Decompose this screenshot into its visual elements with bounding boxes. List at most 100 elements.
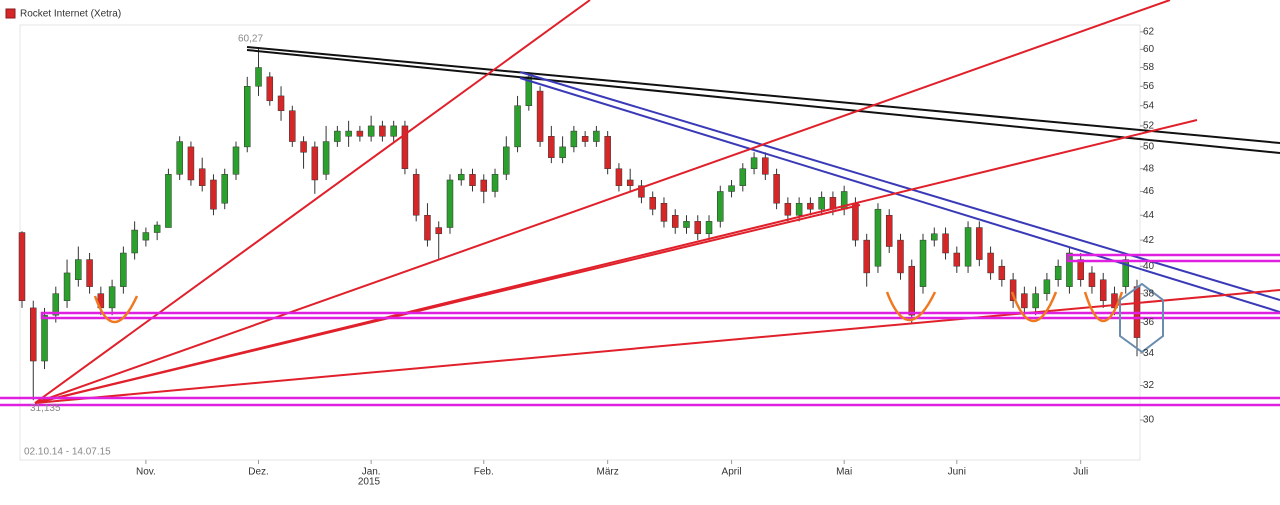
candle-body [424, 214, 431, 241]
candle-body [671, 214, 679, 228]
x-tick-label: Juni [948, 467, 966, 478]
level-box [40, 311, 1280, 320]
y-tick-label: 46 [1143, 186, 1155, 197]
candle-body [469, 174, 476, 186]
candle-body [953, 252, 961, 267]
candle-body [548, 136, 555, 158]
candle-body [75, 259, 82, 280]
candle-body [998, 265, 1006, 280]
candle-body [1021, 293, 1028, 309]
candle-body [626, 179, 634, 186]
candle-body [503, 146, 510, 175]
candle-body [897, 239, 904, 274]
y-tick-label: 48 [1143, 163, 1155, 174]
candle-body [593, 130, 600, 142]
candle-body [41, 314, 48, 362]
trendline [34, 0, 591, 404]
candle-body [581, 136, 589, 142]
pattern-arc [885, 291, 937, 322]
pattern-arc [1083, 291, 1124, 323]
annotation: 60,27 [238, 34, 263, 45]
candle-body [615, 168, 623, 186]
candle-body [536, 90, 544, 142]
pattern-arc [93, 295, 139, 324]
candle-body [739, 168, 747, 186]
y-tick-label: 52 [1143, 121, 1155, 132]
trendline [34, 289, 1280, 404]
candle-body [289, 110, 296, 142]
candle-body [807, 202, 814, 210]
candle-body [784, 202, 792, 216]
candle-body [52, 293, 60, 316]
x-tick-label: Mai [836, 467, 852, 478]
candle-body [63, 272, 71, 301]
candle-body [30, 307, 37, 362]
y-tick-label: 58 [1143, 62, 1155, 73]
candle-body [818, 197, 825, 210]
candle-body [334, 130, 341, 142]
candle-body [604, 136, 611, 169]
candle-body [120, 252, 127, 287]
candle-body [660, 202, 668, 222]
y-tick-label: 40 [1143, 261, 1155, 272]
candle-body [322, 141, 330, 175]
candle-body [863, 239, 870, 274]
y-tick-label: 60 [1143, 44, 1155, 55]
candle-body [108, 286, 116, 309]
y-tick-label: 56 [1143, 81, 1155, 92]
annotation: 31,135 [30, 403, 61, 414]
candle-body [976, 227, 983, 260]
candle-body [210, 179, 217, 210]
y-tick-label: 54 [1143, 100, 1155, 111]
trendline [34, 204, 861, 404]
trendline [34, 0, 1171, 404]
candle-body [244, 86, 251, 148]
candle-body [165, 174, 172, 228]
candle-body [908, 265, 915, 316]
candle-body [762, 157, 769, 175]
trendline [246, 49, 1280, 154]
candle-body [683, 221, 690, 228]
candle-body [750, 157, 758, 169]
year-label: 2015 [358, 477, 381, 488]
candle-body [1032, 293, 1039, 309]
candle-body [795, 202, 803, 216]
candle-body [187, 146, 195, 181]
candle-body [1009, 279, 1017, 301]
y-tick-label: 32 [1143, 380, 1155, 391]
candle-body [345, 130, 352, 137]
candle-body [638, 185, 645, 198]
candle-body [356, 130, 364, 137]
candle-body [131, 229, 138, 254]
candle-body [379, 125, 386, 137]
y-tick-label: 50 [1143, 142, 1155, 153]
x-tick-label: Juli [1073, 467, 1088, 478]
candle-body [86, 259, 93, 287]
candle-body [919, 239, 927, 287]
y-tick-label: 38 [1143, 288, 1155, 299]
candle-body [1088, 272, 1096, 287]
candle-body [221, 174, 228, 204]
x-tick-label: Dez. [248, 467, 269, 478]
candle-body [1054, 265, 1062, 280]
legend-swatch [5, 8, 16, 19]
candle-body [942, 233, 949, 254]
candle-body [514, 105, 521, 148]
x-tick-label: Nov. [136, 467, 156, 478]
candle-body [525, 76, 533, 106]
trendline [246, 46, 1280, 144]
y-tick-label: 62 [1143, 26, 1155, 37]
candle-body [649, 197, 656, 210]
candle-body [559, 146, 566, 158]
candle-body [311, 146, 319, 181]
candle-body [446, 179, 454, 228]
x-tick-label: Feb. [474, 467, 494, 478]
candle-body [390, 125, 397, 137]
candle-body [153, 224, 161, 233]
candle-body [176, 141, 183, 175]
candle-body [232, 146, 240, 175]
y-tick-label: 44 [1143, 210, 1155, 221]
candle-body [1043, 279, 1051, 294]
